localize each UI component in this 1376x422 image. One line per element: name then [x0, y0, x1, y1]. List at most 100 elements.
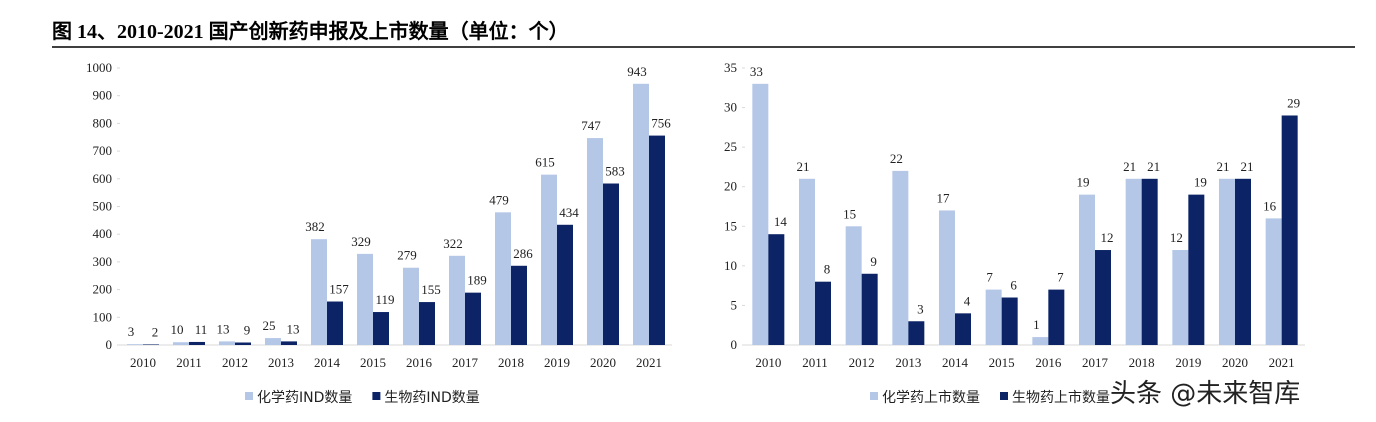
bar	[815, 281, 831, 345]
x-tick-label: 2021	[1269, 355, 1295, 370]
value-label: 13	[287, 321, 300, 336]
value-label: 434	[559, 205, 579, 220]
x-tick-label: 2015	[989, 355, 1015, 370]
bar	[173, 342, 189, 345]
bar	[1172, 250, 1189, 345]
value-label: 155	[421, 282, 441, 297]
y-tick-label: 1000	[86, 60, 112, 75]
bar	[311, 239, 327, 345]
value-label: 119	[375, 292, 394, 307]
value-label: 756	[651, 116, 671, 131]
bar	[845, 226, 862, 345]
y-tick-label: 5	[731, 297, 738, 312]
value-label: 13	[217, 321, 230, 336]
legend-label: 生物药IND数量	[384, 390, 479, 406]
y-tick-label: 20	[724, 179, 737, 194]
x-tick-label: 2020	[590, 355, 616, 370]
x-tick-label: 2018	[498, 355, 524, 370]
value-label: 4	[964, 293, 971, 308]
bar	[939, 210, 955, 345]
bar	[265, 338, 281, 345]
value-label: 21	[1147, 159, 1160, 174]
y-tick-label: 400	[93, 226, 113, 241]
bar	[603, 183, 619, 345]
x-tick-label: 2019	[544, 355, 570, 370]
bar	[495, 212, 511, 345]
value-label: 15	[843, 206, 856, 221]
bar	[908, 321, 925, 345]
x-tick-label: 2017	[452, 355, 479, 370]
page-title: 图 14、2010-2021 国产创新药申报及上市数量（单位：个）	[52, 19, 569, 43]
x-tick-label: 2016	[406, 355, 433, 370]
bar	[861, 273, 878, 345]
y-tick-label: 900	[93, 88, 113, 103]
bar	[419, 302, 435, 345]
value-label: 7	[1057, 270, 1064, 285]
x-tick-label: 2014	[314, 355, 341, 370]
value-label: 17	[937, 190, 951, 205]
value-label: 21	[1123, 159, 1136, 174]
bar	[985, 289, 1002, 345]
value-label: 11	[195, 322, 208, 337]
value-label: 286	[513, 246, 533, 261]
bar	[1095, 250, 1111, 345]
bar	[1265, 218, 1282, 345]
bar	[449, 255, 465, 345]
bar	[1125, 178, 1142, 345]
x-tick-label: 2019	[1175, 355, 1201, 370]
y-tick-label: 15	[724, 218, 737, 233]
bar	[1048, 289, 1065, 345]
bar	[1281, 115, 1298, 345]
bar	[1079, 194, 1095, 345]
legend-label: 化学药IND数量	[257, 390, 352, 406]
value-label: 279	[397, 248, 417, 263]
value-label: 12	[1101, 230, 1114, 245]
value-label: 16	[1263, 198, 1277, 213]
value-label: 8	[824, 262, 831, 277]
bar	[1235, 178, 1251, 345]
y-tick-label: 35	[724, 60, 737, 75]
bar	[752, 83, 769, 345]
bar	[127, 344, 143, 345]
bar	[1219, 178, 1235, 345]
value-label: 1	[1033, 317, 1040, 332]
x-tick-label: 2011	[176, 355, 202, 370]
watermark: 头条 @未来智库	[1110, 379, 1300, 409]
bar	[892, 170, 909, 345]
y-tick-label: 500	[93, 199, 113, 214]
value-label: 21	[1217, 159, 1230, 174]
bar	[189, 341, 205, 345]
bar	[799, 178, 815, 345]
legend-label: 生物药上市数量	[1012, 389, 1110, 406]
legend-swatch	[245, 392, 253, 400]
y-tick-label: 600	[93, 171, 113, 186]
bar	[219, 341, 235, 345]
value-label: 583	[605, 164, 625, 179]
x-tick-label: 2011	[802, 355, 828, 370]
y-tick-label: 200	[93, 282, 113, 297]
bar	[541, 174, 557, 345]
value-label: 382	[305, 219, 325, 234]
value-label: 2	[152, 324, 159, 339]
bar	[235, 342, 251, 345]
value-label: 25	[263, 318, 276, 333]
y-tick-label: 25	[724, 139, 737, 154]
value-label: 19	[1194, 175, 1207, 190]
bar	[1188, 194, 1205, 345]
bar	[1032, 337, 1049, 345]
legend-swatch	[870, 392, 878, 400]
y-tick-label: 300	[93, 254, 113, 269]
x-tick-label: 2010	[130, 355, 156, 370]
value-label: 329	[351, 234, 371, 249]
y-tick-label: 30	[724, 100, 737, 115]
value-label: 9	[870, 254, 877, 269]
y-tick-label: 800	[93, 115, 113, 130]
bar	[1001, 297, 1018, 345]
value-label: 322	[443, 236, 463, 251]
value-label: 479	[489, 192, 509, 207]
value-label: 189	[467, 273, 487, 288]
legend-swatch	[372, 392, 381, 400]
y-tick-label: 0	[106, 337, 113, 352]
x-tick-label: 2015	[360, 355, 386, 370]
